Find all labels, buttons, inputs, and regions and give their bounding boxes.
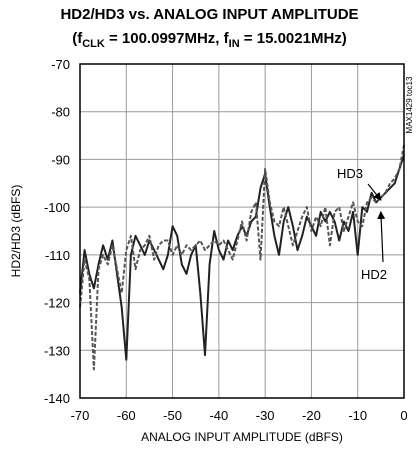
y-tick-label: -90 — [51, 152, 70, 167]
y-tick-label: -70 — [51, 57, 70, 72]
x-tick-labels: -70 -60 -50 -40 -30 -20 -10 0 — [71, 408, 408, 423]
y-tick-label: -80 — [51, 105, 70, 120]
annotation-hd3: HD3 — [337, 166, 363, 181]
fin-value: = 15.0021MHz) — [239, 30, 347, 47]
y-axis-label: HD2/HD3 (dBFS) — [9, 185, 23, 278]
x-tick-label: -20 — [302, 408, 321, 423]
y-tick-label: -120 — [44, 296, 70, 311]
series-layer — [79, 144, 405, 371]
x-tick-label: 0 — [400, 408, 407, 423]
annotation-arrow-hd2 — [377, 210, 386, 263]
x-tick-label: -40 — [209, 408, 228, 423]
plot-frame — [79, 63, 405, 399]
chart-code: MAX1429 toc13 — [405, 76, 414, 133]
y-tick-label: -130 — [44, 343, 70, 358]
x-tick-label: -30 — [256, 408, 275, 423]
y-tick-label: -100 — [44, 200, 70, 215]
chart-subtitle: (fCLK = 100.0997MHz, fIN = 15.0021MHz) — [0, 30, 419, 53]
fin-subscript: IN — [228, 38, 240, 50]
x-tick-label: -10 — [348, 408, 367, 423]
chart-title: HD2/HD3 vs. ANALOG INPUT AMPLITUDE — [60, 6, 359, 23]
fclk-subscript: CLK — [82, 38, 105, 50]
x-tick-label: -50 — [163, 408, 182, 423]
fclk-value: = 100.0997MHz, f — [104, 30, 229, 47]
x-axis-label: ANALOG INPUT AMPLITUDE (dBFS) — [141, 430, 343, 444]
subtitle-open: (f — [72, 30, 83, 47]
y-tick-labels: -70 -80 -90 -100 -110 -120 -130 -140 — [44, 57, 70, 406]
y-tick-label: -140 — [44, 391, 70, 406]
annotation-hd2: HD2 — [361, 267, 387, 282]
x-tick-label: -60 — [117, 408, 136, 423]
annotation-arrow-hd3 — [367, 183, 382, 201]
x-tick-label: -70 — [71, 408, 90, 423]
annotations: HD3 HD2 — [337, 166, 387, 282]
y-tick-label: -110 — [45, 248, 70, 263]
series-line-hd3 — [79, 154, 405, 361]
series-line-hd2 — [79, 144, 405, 371]
